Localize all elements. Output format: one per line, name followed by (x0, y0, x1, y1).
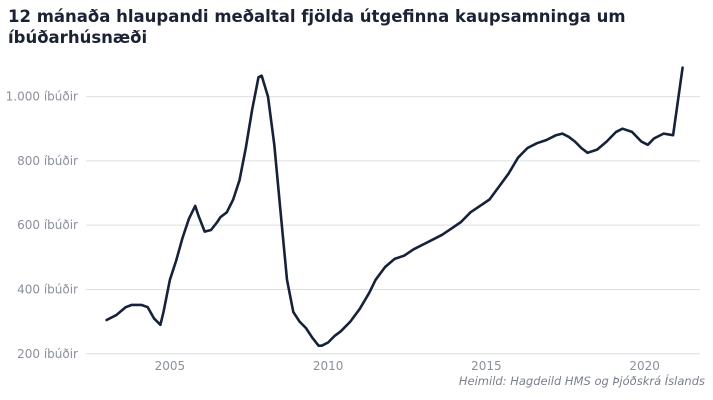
y-tick-label: 600 íbúðir (17, 218, 78, 232)
series-line (105, 66, 684, 348)
source-note: Heimild: Hagdeild HMS og Þjóðskrá Ísland… (458, 374, 705, 388)
x-axis-ticks: 2005 2010 2015 2020 (155, 359, 660, 373)
x-tick-label: 2010 (313, 359, 344, 373)
y-axis-ticks: 200 íbúðir 400 íbúðir 600 íbúðir 800 íbúðir… (6, 90, 78, 361)
x-tick-label: 2015 (471, 359, 502, 373)
y-tick-label: 400 íbúðir (17, 282, 78, 296)
y-tick-label: 200 íbúðir (17, 347, 78, 361)
chart-title: 12 mánaða hlaupandi meðaltal fjölda útge… (8, 7, 626, 47)
series-layer (105, 66, 684, 348)
gridlines (86, 96, 700, 355)
y-tick-label: 1.000 íbúðir (6, 90, 78, 104)
x-tick-label: 2020 (629, 359, 660, 373)
x-tick-label: 2005 (155, 359, 186, 373)
y-tick-label: 800 íbúðir (17, 154, 78, 168)
